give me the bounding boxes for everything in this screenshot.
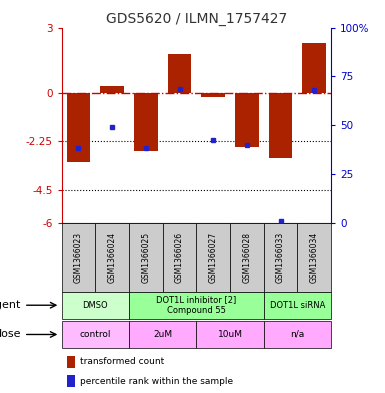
Text: GSM1366023: GSM1366023 bbox=[74, 231, 83, 283]
Bar bbox=[95, 222, 129, 292]
Bar bbox=[62, 321, 129, 348]
Text: GSM1366026: GSM1366026 bbox=[175, 231, 184, 283]
Text: DMSO: DMSO bbox=[82, 301, 108, 310]
Text: DOT1L inhibitor [2]
Compound 55: DOT1L inhibitor [2] Compound 55 bbox=[156, 296, 236, 315]
Bar bbox=[67, 375, 75, 387]
Text: agent: agent bbox=[0, 300, 21, 310]
Text: dose: dose bbox=[0, 329, 21, 340]
Text: GSM1366027: GSM1366027 bbox=[209, 231, 218, 283]
Text: GSM1366025: GSM1366025 bbox=[141, 231, 150, 283]
Bar bbox=[134, 92, 157, 151]
Bar bbox=[230, 222, 264, 292]
Bar bbox=[129, 321, 196, 348]
Bar bbox=[100, 86, 124, 92]
Text: 2uM: 2uM bbox=[153, 330, 172, 339]
Bar bbox=[67, 92, 90, 162]
Bar bbox=[129, 222, 162, 292]
Bar bbox=[264, 222, 298, 292]
Bar bbox=[67, 356, 75, 367]
Bar bbox=[62, 292, 129, 319]
Bar bbox=[168, 53, 191, 92]
Text: DOT1L siRNA: DOT1L siRNA bbox=[270, 301, 325, 310]
Title: GDS5620 / ILMN_1757427: GDS5620 / ILMN_1757427 bbox=[106, 13, 287, 26]
Bar bbox=[162, 222, 196, 292]
Text: GSM1366034: GSM1366034 bbox=[310, 231, 319, 283]
Text: n/a: n/a bbox=[290, 330, 305, 339]
Bar bbox=[201, 92, 225, 97]
Bar bbox=[196, 321, 264, 348]
Bar bbox=[129, 292, 264, 319]
Text: 10uM: 10uM bbox=[218, 330, 243, 339]
Text: control: control bbox=[80, 330, 111, 339]
Bar bbox=[235, 92, 259, 147]
Text: GSM1366028: GSM1366028 bbox=[243, 231, 251, 283]
Bar bbox=[269, 92, 292, 158]
Bar bbox=[196, 222, 230, 292]
Bar bbox=[264, 292, 331, 319]
Bar bbox=[264, 321, 331, 348]
Text: GSM1366033: GSM1366033 bbox=[276, 231, 285, 283]
Text: GSM1366024: GSM1366024 bbox=[108, 231, 117, 283]
Bar bbox=[298, 222, 331, 292]
Text: transformed count: transformed count bbox=[80, 357, 165, 366]
Bar bbox=[303, 43, 326, 92]
Text: percentile rank within the sample: percentile rank within the sample bbox=[80, 377, 234, 386]
Bar bbox=[62, 222, 95, 292]
